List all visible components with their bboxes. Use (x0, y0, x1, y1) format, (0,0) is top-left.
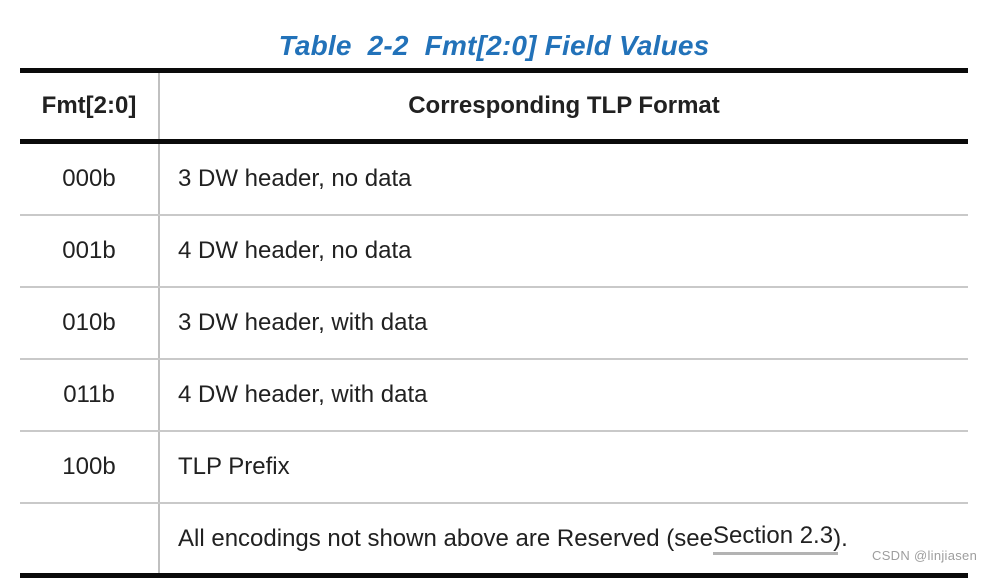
table-row: 100b TLP Prefix (20, 430, 968, 502)
table-row: 010b 3 DW header, with data (20, 286, 968, 358)
table-row: 001b 4 DW header, no data (20, 214, 968, 286)
column-header-fmt: Fmt[2:0] (20, 73, 160, 139)
reserved-note-suffix: ). (833, 524, 848, 552)
fmt-value-cell-empty (20, 504, 160, 573)
fmt-value-cell: 001b (20, 216, 160, 286)
fmt-value-cell: 100b (20, 432, 160, 502)
tlp-format-cell: 3 DW header, with data (178, 309, 428, 336)
table-header-row: Fmt[2:0] Corresponding TLP Format (20, 73, 968, 144)
tlp-format-cell: 4 DW header, with data (178, 381, 428, 408)
tlp-format-cell: 3 DW header, no data (178, 165, 412, 192)
fmt-value-cell: 000b (20, 144, 160, 214)
reserved-note-cell: All encodings not shown above are Reserv… (160, 504, 968, 573)
fmt-field-values-table: Fmt[2:0] Corresponding TLP Format 000b 3… (20, 68, 968, 578)
tlp-format-cell: 4 DW header, no data (178, 237, 412, 264)
reserved-note-prefix: All encodings not shown above are Reserv… (178, 524, 713, 552)
watermark: CSDN @linjiasen (872, 548, 978, 563)
tlp-format-cell: TLP Prefix (178, 453, 290, 480)
table-row: 000b 3 DW header, no data (20, 144, 968, 214)
table-row-reserved: All encodings not shown above are Reserv… (20, 502, 968, 573)
table-row: 011b 4 DW header, with data (20, 358, 968, 430)
fmt-value-cell: 010b (20, 288, 160, 358)
fmt-value-cell: 011b (20, 360, 160, 430)
column-header-tlp-format: Corresponding TLP Format (408, 92, 720, 119)
section-2-3-link[interactable]: Section 2.3 (712, 522, 839, 555)
table-title: Table 2-2 Fmt[2:0] Field Values (278, 30, 710, 61)
